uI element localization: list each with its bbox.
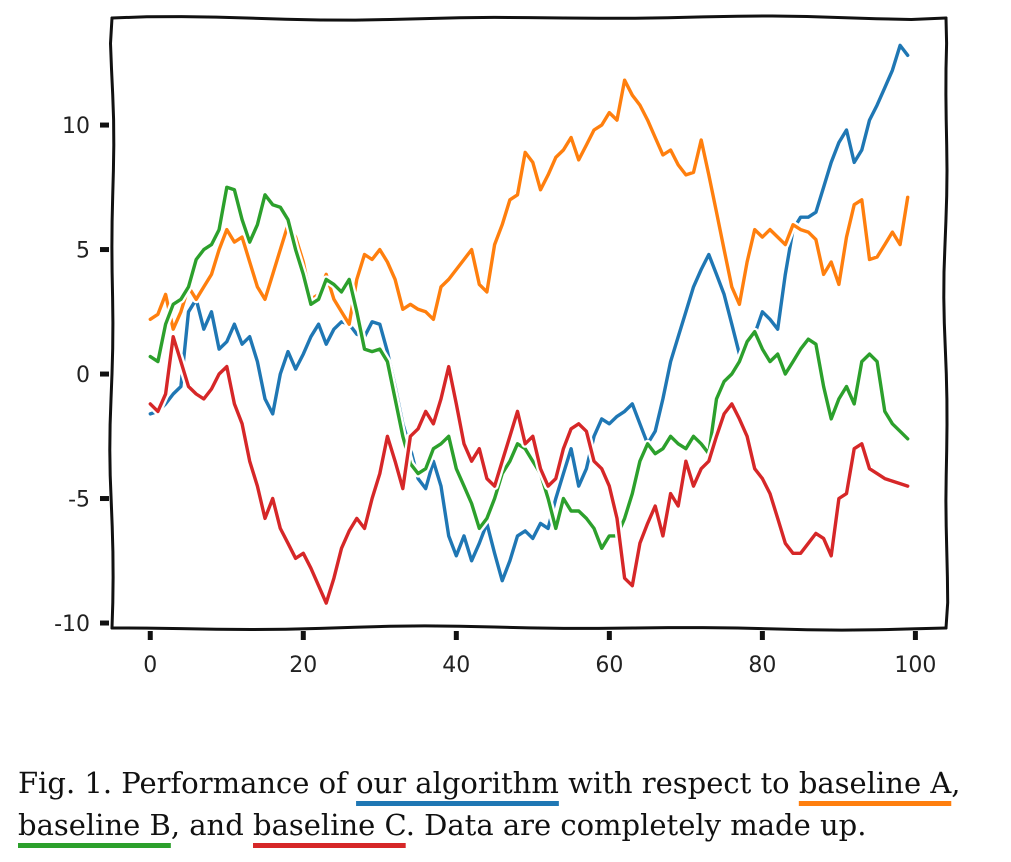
x-tick-label: 100 <box>894 653 936 678</box>
x-tick-label: 20 <box>289 653 317 678</box>
plot-frame <box>108 14 950 632</box>
y-tick-label: 10 <box>62 114 90 139</box>
x-tick-label: 60 <box>595 653 623 678</box>
y-tick-label: 5 <box>76 239 90 264</box>
caption-baseline-a: baseline A <box>798 766 952 800</box>
frame-top <box>110 14 948 22</box>
frame-bottom <box>110 624 948 632</box>
figure-caption: Fig. 1. Performance of our algorithm wit… <box>18 762 1003 846</box>
x-tick-label: 40 <box>442 653 470 678</box>
caption-our-algorithm: our algorithm <box>356 766 559 800</box>
series-line-1 <box>148 78 910 331</box>
series-line-0 <box>148 43 910 583</box>
series-line-3 <box>148 335 910 605</box>
line-chart: 0 20 40 60 80 100 10 5 0 -5 -10 <box>54 14 950 678</box>
series-line-2 <box>148 185 910 550</box>
caption-text: , and <box>170 808 254 842</box>
y-tick-label: -5 <box>68 488 90 513</box>
caption-text: with respect to <box>558 766 799 800</box>
caption-prefix: Fig. 1. Performance of <box>18 766 357 800</box>
caption-baseline-c: baseline C <box>253 808 406 842</box>
caption-baseline-b: baseline B <box>18 808 171 842</box>
frame-left <box>108 16 116 630</box>
axes: 0 20 40 60 80 100 10 5 0 -5 -10 <box>54 114 936 678</box>
series-layer <box>146 41 912 608</box>
x-tick-label: 0 <box>143 653 157 678</box>
x-tick-label: 80 <box>748 653 776 678</box>
y-tick-label: -10 <box>54 612 90 637</box>
caption-suffix: . Data are completely made up. <box>405 808 867 842</box>
y-tick-label: 0 <box>76 363 90 388</box>
caption-text: , <box>951 766 961 800</box>
frame-right <box>942 16 950 630</box>
